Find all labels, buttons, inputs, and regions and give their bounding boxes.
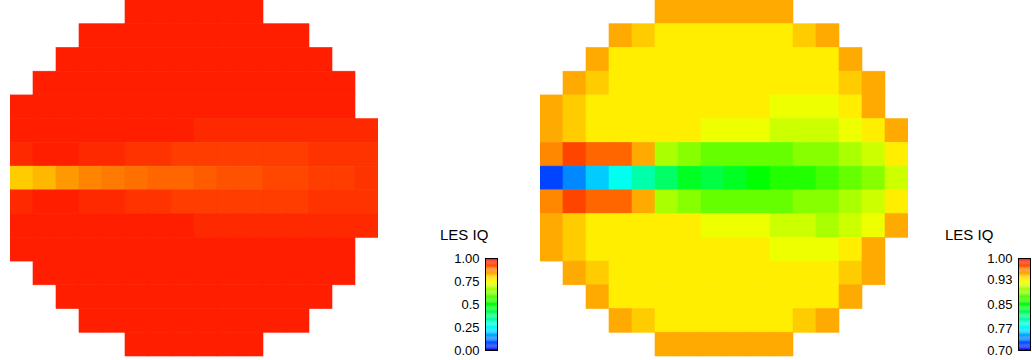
svg-text:0.25: 0.25 <box>454 320 479 335</box>
html-text:LES IQ: LES IQ <box>945 226 994 243</box>
svg-text:1.00: 1.00 <box>454 251 479 266</box>
svg-text:0.00: 0.00 <box>454 343 479 358</box>
svg-text:0.70: 0.70 <box>987 343 1012 358</box>
svg-text:0.93: 0.93 <box>987 272 1012 287</box>
svg-text:1.00: 1.00 <box>987 251 1012 266</box>
svg-text:0.77: 0.77 <box>987 321 1012 336</box>
svg-text:0.5: 0.5 <box>461 297 479 312</box>
svg-text:0.85: 0.85 <box>987 297 1012 312</box>
html-text:LES IQ: LES IQ <box>440 226 489 243</box>
svg-text:0.75: 0.75 <box>454 274 479 289</box>
